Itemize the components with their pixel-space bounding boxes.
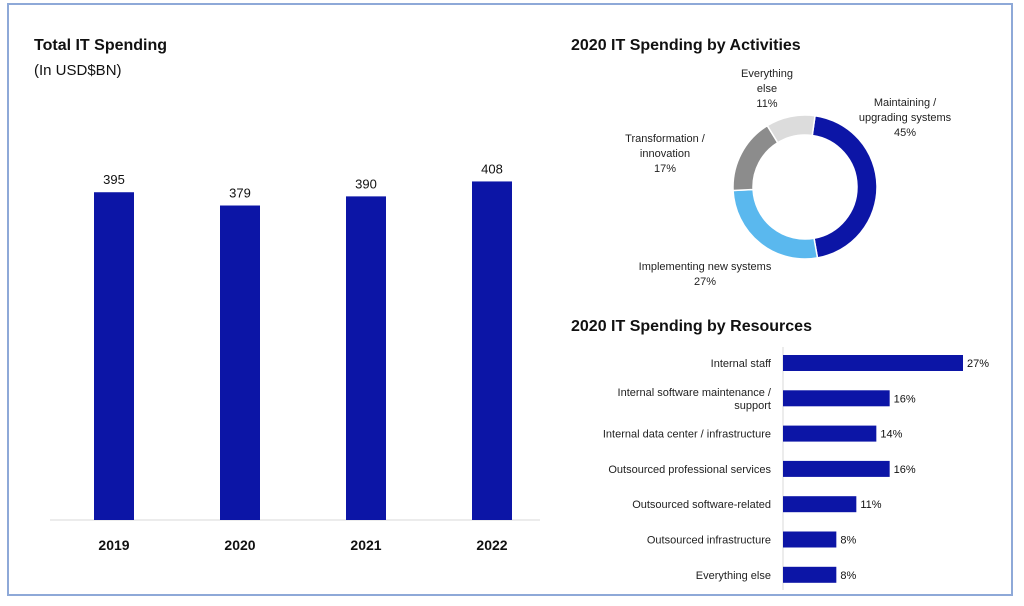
resource-value-label-2: 14% <box>880 429 902 441</box>
data-label-2022: 408 <box>481 161 503 176</box>
slice-label-implementing: Implementing new systems 27% <box>638 261 772 288</box>
resource-category-label-3: Outsourced professional services <box>608 464 771 476</box>
resource-bar-1 <box>783 390 890 407</box>
x-tick-label-2022: 2022 <box>476 537 507 553</box>
slice-label-transformation: Transformation / innovation 17% <box>625 133 705 175</box>
resource-value-label-4: 11% <box>860 499 881 511</box>
x-tick-label-2020: 2020 <box>224 537 255 553</box>
resource-bar-3 <box>783 460 890 477</box>
resource-bar-6 <box>783 566 837 583</box>
x-tick-label-2019: 2019 <box>98 537 129 553</box>
resource-value-label-5: 8% <box>840 535 856 547</box>
slice-label-maintaining: Maintaining / upgrading systems 45% <box>858 97 952 139</box>
resource-bar-2 <box>783 425 877 442</box>
resource-value-label-3: 16% <box>894 464 916 476</box>
bar-2022 <box>472 181 512 520</box>
donut-slice-everything-else <box>766 114 816 144</box>
resources-title: 2020 IT Spending by Resources <box>571 318 812 335</box>
slice-label-everything-else: Everything else 11% <box>741 68 793 110</box>
donut-slice-transformation <box>732 124 779 192</box>
donut-slice-implementing <box>732 188 819 260</box>
resource-category-label-1: Internal software maintenance / support <box>618 387 772 412</box>
resource-bar-4 <box>783 496 857 513</box>
resource-category-label-0: Internal staff <box>711 358 772 370</box>
resource-value-label-1: 16% <box>894 393 916 405</box>
x-tick-label-2021: 2021 <box>350 537 381 553</box>
data-label-2021: 390 <box>355 176 377 191</box>
data-label-2020: 379 <box>229 186 251 201</box>
total-it-spending-chart: 395 2019 379 2020 390 2021 408 2022 <box>50 161 540 553</box>
activities-donut-chart <box>732 114 878 260</box>
resource-category-label-5: Outsourced infrastructure <box>647 535 771 547</box>
total-it-spending-subtitle: (In USD$BN) <box>34 62 122 79</box>
resource-bar-0 <box>783 355 963 371</box>
activities-title: 2020 IT Spending by Activities <box>571 37 801 54</box>
resources-bar-chart: 27% Internal staff 16% Internal software ma… <box>603 347 989 590</box>
resource-value-label-6: 8% <box>840 570 856 582</box>
bar-2019 <box>94 192 134 520</box>
resource-category-label-2: Internal data center / infrastructure <box>603 429 771 441</box>
total-it-spending-title: Total IT Spending <box>34 37 168 54</box>
resource-bar-5 <box>783 531 837 548</box>
bar-2020 <box>220 205 260 521</box>
bar-2021 <box>346 196 386 520</box>
resource-category-label-4: Outsourced software-related <box>632 499 771 511</box>
resource-value-label-0: 27% <box>967 358 989 370</box>
resource-category-label-6: Everything else <box>696 570 771 582</box>
data-label-2019: 395 <box>103 172 125 187</box>
